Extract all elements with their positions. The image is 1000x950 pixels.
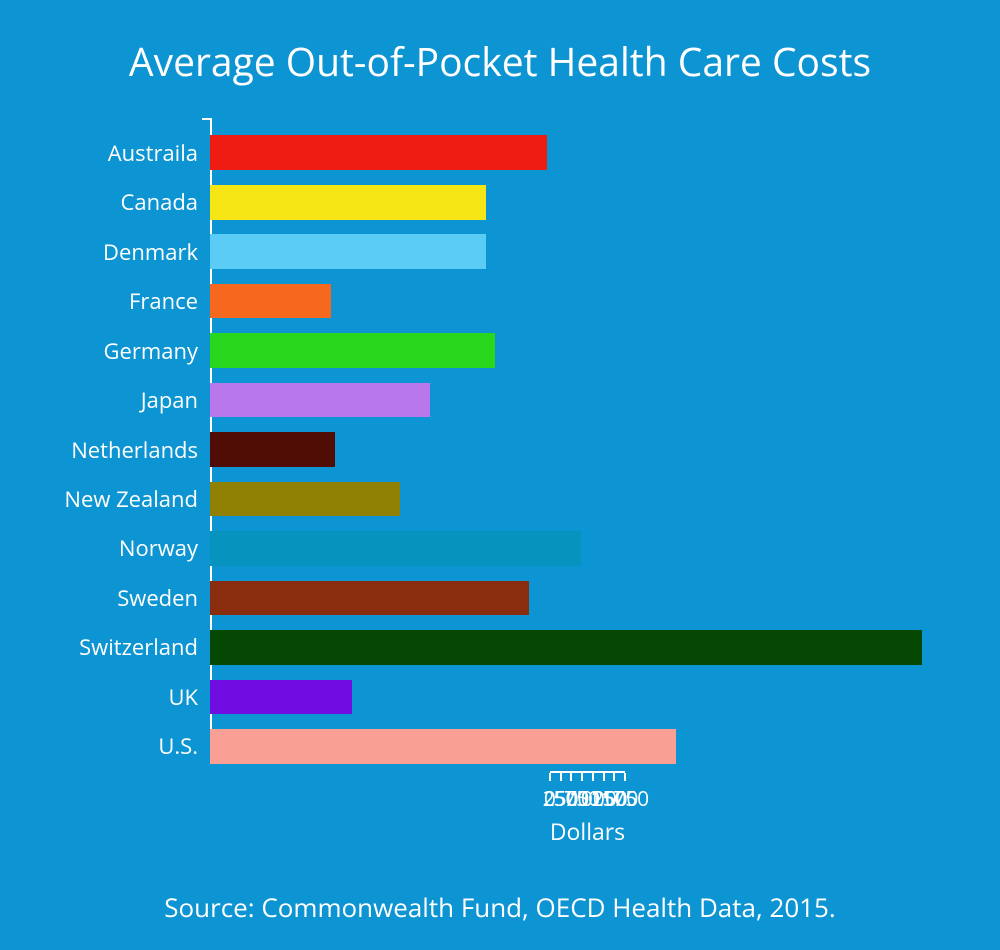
tick-label: 1750 (601, 785, 649, 813)
bar-row (210, 177, 965, 226)
bar-row (210, 326, 965, 375)
bars-group (210, 128, 965, 771)
bar (210, 729, 676, 764)
bar-row (210, 425, 965, 474)
chart-body: AustrailaCanadaDenmarkFranceGermanyJapan… (35, 118, 965, 771)
x-axis: 02505007501000125015001750 Dollars (375, 771, 625, 861)
y-axis-label: France (35, 276, 210, 325)
bar (210, 234, 486, 269)
y-axis-label: New Zealand (35, 474, 210, 523)
source-text: Source: Commonwealth Fund, OECD Health D… (164, 889, 836, 925)
bar-row (210, 672, 965, 721)
y-axis-label: Netherlands (35, 425, 210, 474)
bar-row (210, 474, 965, 523)
chart-title: Average Out-of-Pocket Health Care Costs (129, 35, 871, 88)
y-axis-label: Switzerland (35, 623, 210, 672)
y-axis-label: Japan (35, 375, 210, 424)
bar-row (210, 227, 965, 276)
y-axis-label: Austraila (35, 128, 210, 177)
y-axis-label: U.S. (35, 722, 210, 771)
bar-row (210, 276, 965, 325)
bar (210, 630, 922, 665)
x-axis-ticks: 02505007501000125015001750 (550, 773, 625, 813)
y-axis-label: Canada (35, 177, 210, 226)
x-axis-label: Dollars (550, 815, 625, 847)
y-axis-label: UK (35, 672, 210, 721)
bar-row (210, 623, 965, 672)
bar (210, 383, 430, 418)
bar (210, 432, 335, 467)
y-axis-tick-top (202, 118, 210, 120)
y-axis-label: Denmark (35, 227, 210, 276)
bar-row (210, 573, 965, 622)
bar (210, 185, 486, 220)
plot-area (210, 118, 965, 771)
bar (210, 135, 547, 170)
bar (210, 581, 529, 616)
y-axis-label: Norway (35, 524, 210, 573)
bar (210, 680, 352, 715)
y-axis-labels: AustrailaCanadaDenmarkFranceGermanyJapan… (35, 118, 210, 771)
bar-row (210, 375, 965, 424)
chart-container: Average Out-of-Pocket Health Care Costs … (0, 0, 1000, 950)
y-axis-label: Germany (35, 326, 210, 375)
bar-row (210, 128, 965, 177)
bar-row (210, 524, 965, 573)
tick-mark (624, 773, 626, 781)
y-axis-label: Sweden (35, 573, 210, 622)
bar (210, 284, 331, 319)
x-tick: 1750 (601, 773, 649, 813)
bar (210, 333, 495, 368)
bar-row (210, 722, 965, 771)
bar (210, 482, 400, 517)
bar (210, 531, 581, 566)
